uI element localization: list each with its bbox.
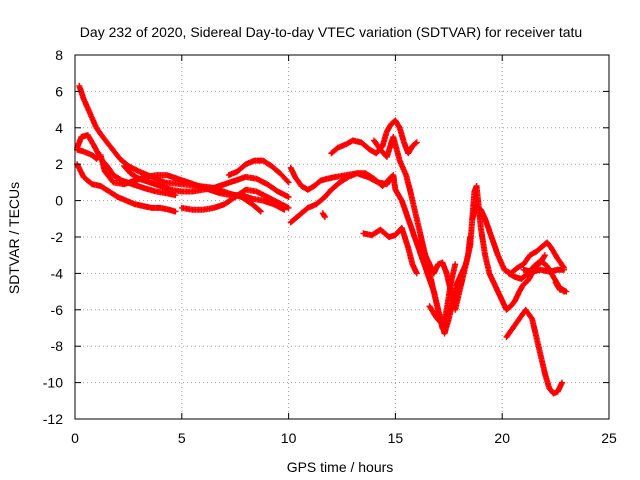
- tick-labels: 0 5 10 15 20 25 -12 -10 -8 -6 -4 -2 0 2 4 6 8: [43, 47, 617, 446]
- series-track-7: [225, 157, 292, 186]
- series-track-15: [426, 279, 463, 328]
- x-tick-label: 25: [601, 430, 617, 446]
- data-point-markers: [503, 306, 565, 397]
- y-tick-label: -2: [51, 229, 64, 245]
- data-point-markers: [360, 224, 420, 277]
- data-point-markers: [287, 164, 459, 331]
- data-point-markers: [328, 117, 420, 157]
- data-point-markers: [287, 170, 395, 226]
- x-tick-label: 10: [281, 430, 297, 446]
- data-point-markers: [426, 279, 463, 328]
- axis-ticks: [74, 54, 610, 420]
- data-point-markers: [552, 279, 568, 295]
- x-tick-label: 0: [71, 430, 79, 446]
- series-track-17: [503, 306, 565, 397]
- series-track-19: [552, 279, 568, 295]
- y-tick-label: -12: [43, 411, 63, 427]
- series-track-16: [469, 203, 568, 277]
- chart-title: Day 232 of 2020, Sidereal Day-to-day VTE…: [80, 24, 582, 40]
- y-tick-label: 6: [55, 83, 63, 99]
- y-tick-label: -4: [51, 265, 64, 281]
- y-tick-label: -10: [43, 375, 63, 391]
- x-tick-label: 15: [388, 430, 404, 446]
- data-point-markers: [121, 163, 292, 200]
- y-tick-label: 2: [55, 156, 63, 172]
- series-track-8: [287, 164, 459, 331]
- grid-lines: [75, 55, 609, 419]
- series-track-9: [287, 170, 395, 226]
- x-tick-label: 5: [178, 430, 186, 446]
- data-point-markers: [178, 186, 292, 213]
- data-point-markers: [319, 210, 328, 220]
- y-axis-label: SDTVAR / TECUs: [6, 182, 22, 294]
- series-track-5: [121, 163, 292, 200]
- data-point-markers: [520, 266, 568, 275]
- y-tick-label: -6: [51, 302, 64, 318]
- series-track-13: [360, 224, 420, 277]
- y-tick-label: -8: [51, 338, 64, 354]
- series-track-10: [319, 210, 328, 220]
- x-tick-label: 20: [494, 430, 510, 446]
- data-point-markers: [469, 203, 568, 277]
- data-point-markers: [225, 157, 292, 186]
- y-tick-label: 8: [55, 47, 63, 63]
- series-track-20: [520, 266, 568, 275]
- y-tick-label: 4: [55, 120, 63, 136]
- series-track-11: [328, 117, 420, 157]
- y-tick-label: 0: [55, 193, 63, 209]
- series-track-6: [178, 186, 292, 213]
- data-points: [74, 82, 570, 397]
- x-axis-label: GPS time / hours: [287, 459, 394, 475]
